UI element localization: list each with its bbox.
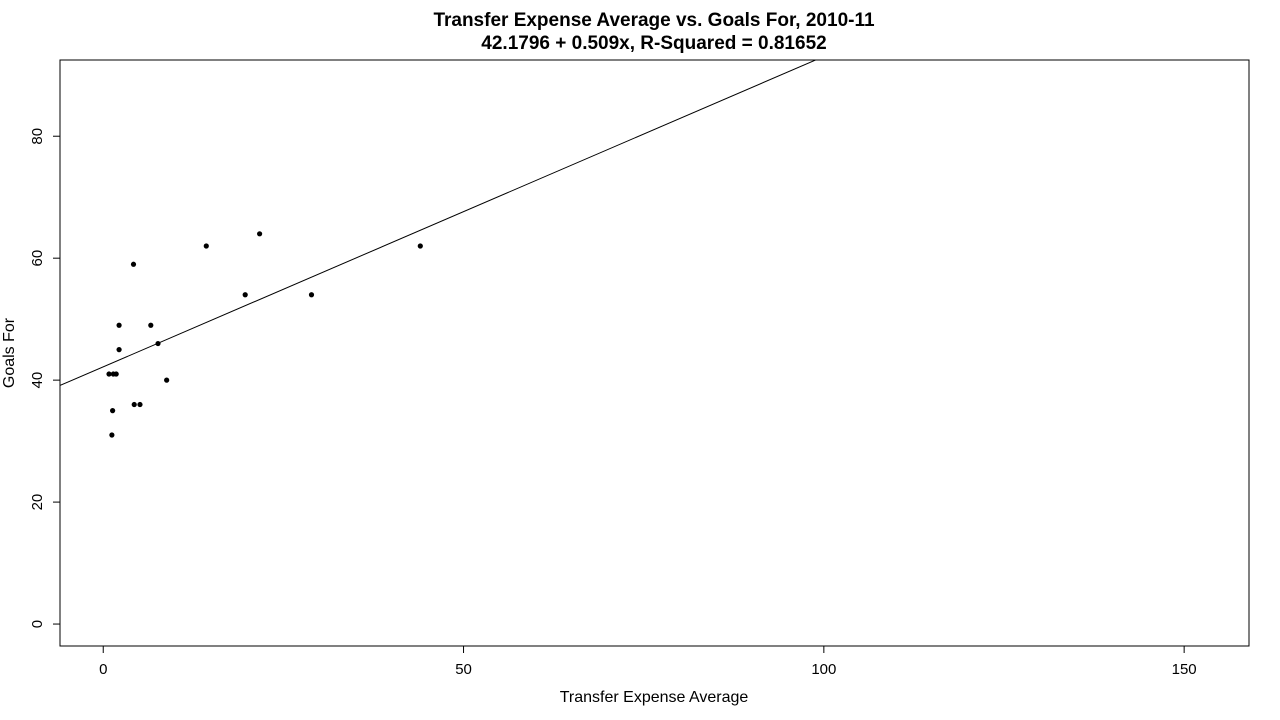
data-point	[116, 347, 122, 353]
data-point	[257, 231, 263, 237]
data-point	[203, 243, 209, 249]
data-point	[116, 322, 122, 328]
y-tick-label: 60	[29, 250, 46, 267]
x-axis: 0 50 100 150	[99, 645, 1197, 678]
y-tick-label: 0	[29, 620, 46, 628]
chart-subtitle: 42.1796 + 0.509x, R-Squared = 0.81652	[481, 33, 826, 54]
y-axis-label: Goals For	[1, 317, 18, 388]
x-tick-label: 0	[99, 661, 107, 678]
y-tick-label: 40	[29, 372, 46, 389]
data-point	[110, 408, 116, 414]
data-point	[106, 371, 112, 377]
data-point	[148, 322, 154, 328]
data-point	[131, 401, 137, 408]
data-point	[109, 432, 115, 438]
regression-line	[60, 60, 817, 386]
data-point	[417, 243, 423, 249]
data-point	[137, 401, 143, 408]
y-tick-label: 80	[29, 128, 46, 145]
data-point	[308, 292, 315, 298]
data-point	[113, 371, 119, 377]
data-point	[242, 292, 248, 298]
chart-title: Transfer Expense Average vs. Goals For, …	[433, 10, 875, 31]
data-point	[155, 340, 161, 347]
y-tick-label: 20	[29, 494, 46, 511]
y-axis: 0 20 40 60 80	[29, 128, 61, 628]
x-tick-label: 100	[811, 661, 836, 678]
plot-area-frame	[59, 59, 1250, 647]
data-point	[130, 261, 137, 267]
plot-content	[60, 60, 817, 438]
x-tick-label: 50	[455, 661, 472, 678]
data-point	[164, 377, 170, 383]
x-axis-label: Transfer Expense Average	[560, 689, 749, 706]
x-tick-label: 150	[1172, 661, 1197, 678]
